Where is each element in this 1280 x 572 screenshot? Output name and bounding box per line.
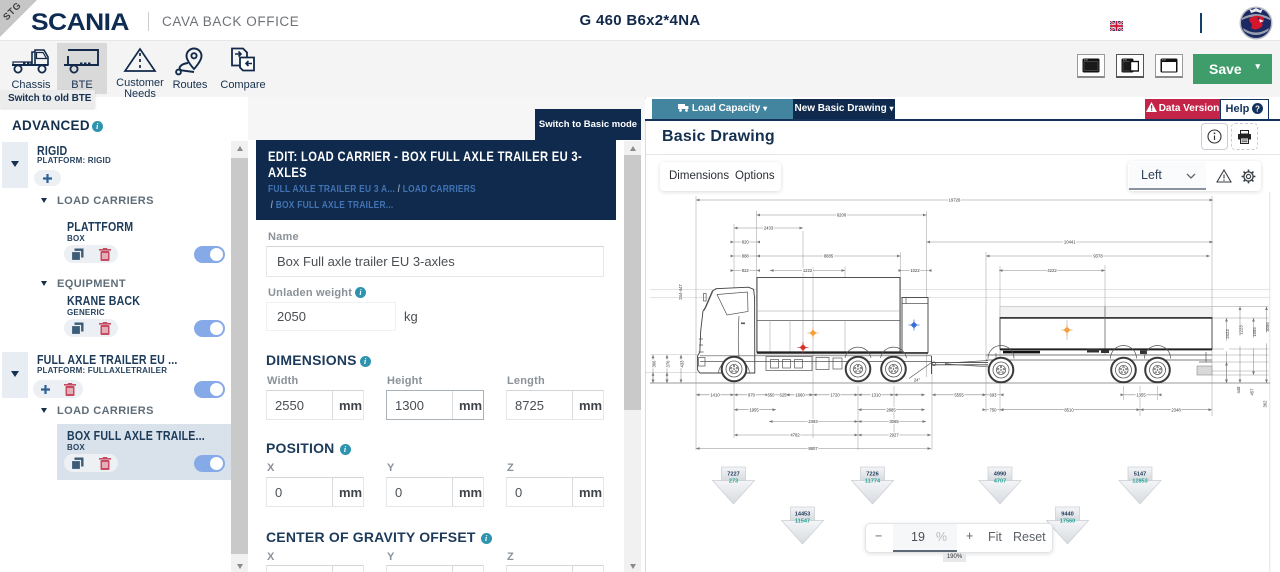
svg-text:376: 376	[666, 360, 671, 368]
svg-text:8885: 8885	[824, 254, 834, 259]
svg-text:4990: 4990	[994, 472, 1006, 478]
svg-text:1660: 1660	[795, 392, 805, 397]
svg-text:273: 273	[729, 479, 738, 485]
svg-text:17560: 17560	[1060, 519, 1076, 525]
svg-text:6200: 6200	[837, 213, 847, 218]
svg-text:4707: 4707	[994, 479, 1006, 485]
svg-text:12853: 12853	[1132, 479, 1148, 485]
svg-text:1720: 1720	[830, 392, 840, 397]
svg-text:?: ?	[1256, 104, 1261, 113]
svg-text:9440: 9440	[1061, 512, 1073, 518]
svg-text:1223: 1223	[1239, 325, 1244, 335]
svg-text:14453: 14453	[795, 512, 811, 518]
svg-text:11547: 11547	[795, 519, 810, 525]
svg-text:10441: 10441	[1064, 240, 1076, 245]
svg-text:8510: 8510	[1064, 407, 1074, 412]
svg-text:2885: 2885	[886, 407, 896, 412]
svg-text:888: 888	[742, 254, 750, 259]
svg-text:7227: 7227	[727, 472, 739, 478]
svg-text:1410: 1410	[710, 392, 720, 397]
svg-text:4782: 4782	[790, 433, 800, 438]
svg-text:2927: 2927	[889, 433, 899, 438]
svg-text:4222: 4222	[1047, 268, 1057, 273]
svg-text:1955: 1955	[749, 407, 759, 412]
svg-text:750: 750	[990, 407, 998, 412]
svg-text:625: 625	[780, 392, 788, 397]
svg-text:2423: 2423	[1225, 329, 1230, 339]
svg-text:822: 822	[742, 268, 750, 273]
svg-text:11774: 11774	[865, 479, 881, 485]
svg-text:8807: 8807	[808, 446, 818, 451]
svg-text:1555: 1555	[1252, 327, 1257, 337]
svg-text:820: 820	[742, 240, 750, 245]
svg-text:1222: 1222	[803, 268, 813, 273]
svg-text:1310: 1310	[871, 392, 881, 397]
svg-text:244-447: 244-447	[678, 284, 683, 300]
svg-text:2348: 2348	[1171, 407, 1181, 412]
svg-text:3056: 3056	[1265, 322, 1270, 332]
svg-text:5147: 5147	[1134, 472, 1146, 478]
svg-text:3065: 3065	[889, 419, 899, 424]
svg-text:433: 433	[680, 360, 685, 368]
svg-text:2433: 2433	[764, 226, 774, 231]
svg-text:650: 650	[768, 392, 776, 397]
svg-text:362: 362	[1263, 400, 1268, 408]
svg-text:19726: 19726	[949, 198, 961, 203]
svg-text:2393: 2393	[808, 419, 818, 424]
svg-text:24°: 24°	[914, 378, 921, 383]
svg-text:970: 970	[748, 392, 756, 397]
svg-text:693: 693	[990, 392, 998, 397]
svg-text:5555: 5555	[954, 392, 964, 397]
svg-text:366: 366	[652, 360, 657, 368]
svg-text:1022: 1022	[910, 268, 920, 273]
svg-text:457: 457	[1250, 388, 1255, 396]
svg-text:7226: 7226	[866, 472, 878, 478]
svg-text:448: 448	[1236, 386, 1241, 394]
svg-text:9378: 9378	[1093, 254, 1103, 259]
svg-text:1355: 1355	[1136, 392, 1146, 397]
